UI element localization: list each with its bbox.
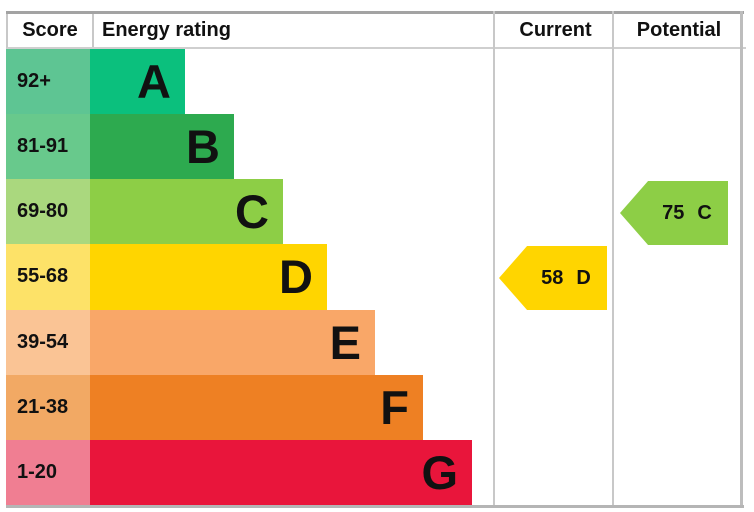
band-row-b: 81-91 B bbox=[6, 114, 493, 180]
band-letter: C bbox=[235, 185, 269, 239]
band-letter: B bbox=[186, 120, 220, 174]
band-letter: G bbox=[421, 445, 458, 499]
band-bar: D bbox=[90, 244, 327, 310]
score-range-cell: 92+ bbox=[6, 49, 90, 115]
score-range-cell: 21-38 bbox=[6, 374, 90, 440]
energy-rating-header: Energy rating bbox=[102, 19, 231, 41]
score-range-cell: 81-91 bbox=[6, 114, 90, 180]
potential-score: 75 bbox=[662, 201, 685, 224]
potential-column-line bbox=[612, 11, 614, 508]
band-row-c: 69-80 C bbox=[6, 179, 493, 245]
band-row-f: 21-38 F bbox=[6, 374, 493, 440]
band-row-e: 39-54 E bbox=[6, 309, 493, 375]
potential-header: Potential bbox=[636, 19, 722, 41]
score-range-cell: 69-80 bbox=[6, 179, 90, 245]
potential-rating-arrow: 75 C bbox=[620, 181, 728, 245]
band-row-a: 92+ A bbox=[6, 49, 493, 115]
current-score: 58 bbox=[541, 266, 564, 289]
band-letter: A bbox=[137, 55, 171, 109]
band-rows: 92+ A 81-91 B 69-80 C 55-68 D 39-54 bbox=[6, 49, 493, 505]
current-band-letter: D bbox=[576, 266, 591, 289]
band-bar: F bbox=[90, 374, 423, 440]
band-bar: B bbox=[90, 114, 234, 180]
table-bottom-border bbox=[6, 505, 744, 508]
current-rating-arrow: 58 D bbox=[499, 246, 607, 310]
score-range-cell: 39-54 bbox=[6, 309, 90, 375]
score-header: Score bbox=[22, 19, 78, 41]
score-range-cell: 55-68 bbox=[6, 244, 90, 310]
current-column-line bbox=[493, 11, 495, 508]
potential-band-letter: C bbox=[697, 201, 712, 224]
band-letter: E bbox=[329, 315, 361, 369]
band-letter: F bbox=[380, 380, 409, 434]
band-row-g: 1-20 G bbox=[6, 439, 493, 505]
band-row-d: 55-68 D bbox=[6, 244, 493, 310]
band-bar: C bbox=[90, 179, 283, 245]
table-top-border bbox=[6, 11, 744, 14]
score-range-cell: 1-20 bbox=[6, 439, 90, 505]
band-bar: E bbox=[90, 309, 375, 375]
band-bar: A bbox=[90, 49, 185, 115]
band-letter: D bbox=[279, 250, 313, 304]
band-bar: G bbox=[90, 439, 472, 505]
score-column-divider bbox=[92, 14, 94, 47]
current-header: Current bbox=[519, 19, 592, 41]
header-row: Score Energy rating Current Potential bbox=[6, 14, 746, 49]
epc-rating-chart: Score Energy rating Current Potential 92… bbox=[6, 11, 746, 508]
table-right-border bbox=[740, 11, 743, 508]
